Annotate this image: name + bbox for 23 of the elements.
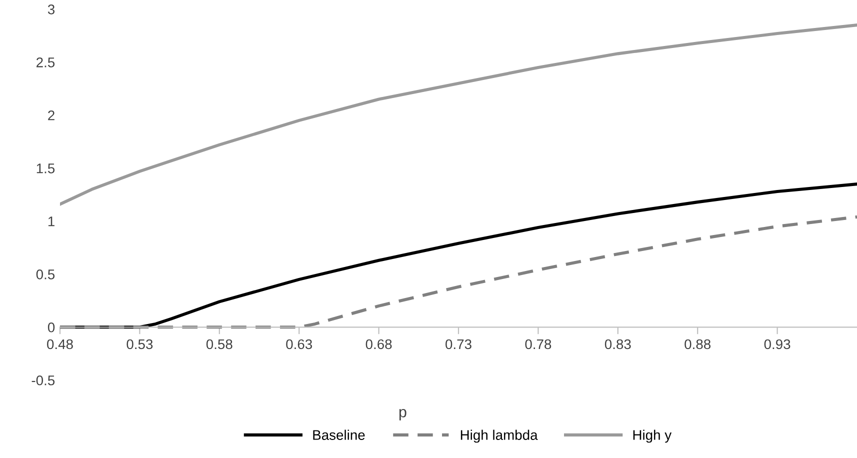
x-tick-label: 0.88 (684, 339, 711, 350)
x-tick-label: 0.73 (446, 339, 472, 350)
x-tick-label: 0.78 (525, 339, 552, 350)
x-tick-label: 0.58 (206, 339, 232, 350)
y-tick-label: 0.5 (36, 269, 55, 280)
y-tick-label: 2 (48, 110, 54, 120)
x-axis-title: p (399, 408, 406, 420)
y-tick-label: 3 (48, 4, 55, 14)
x-tick-label: 0.83 (604, 339, 631, 350)
y-tick-label: 2.5 (36, 57, 55, 68)
legend-label: High y (633, 430, 672, 443)
x-tick-label: 0.63 (286, 339, 312, 350)
y-tick-label: 1.5 (36, 164, 55, 174)
x-tick-label: 0.48 (47, 339, 73, 350)
x-tick-label: 0.93 (764, 339, 790, 350)
legend-label: High lambda (460, 430, 538, 443)
y-tick-label: 0 (48, 322, 55, 332)
line-series (60, 24, 857, 206)
y-tick-label: -0.5 (32, 375, 55, 386)
x-tick-label: 0.68 (366, 339, 392, 350)
y-tick-label: 1 (48, 216, 54, 226)
legend-label: Baseline (313, 430, 365, 440)
x-tick-label: 0.53 (126, 339, 153, 350)
